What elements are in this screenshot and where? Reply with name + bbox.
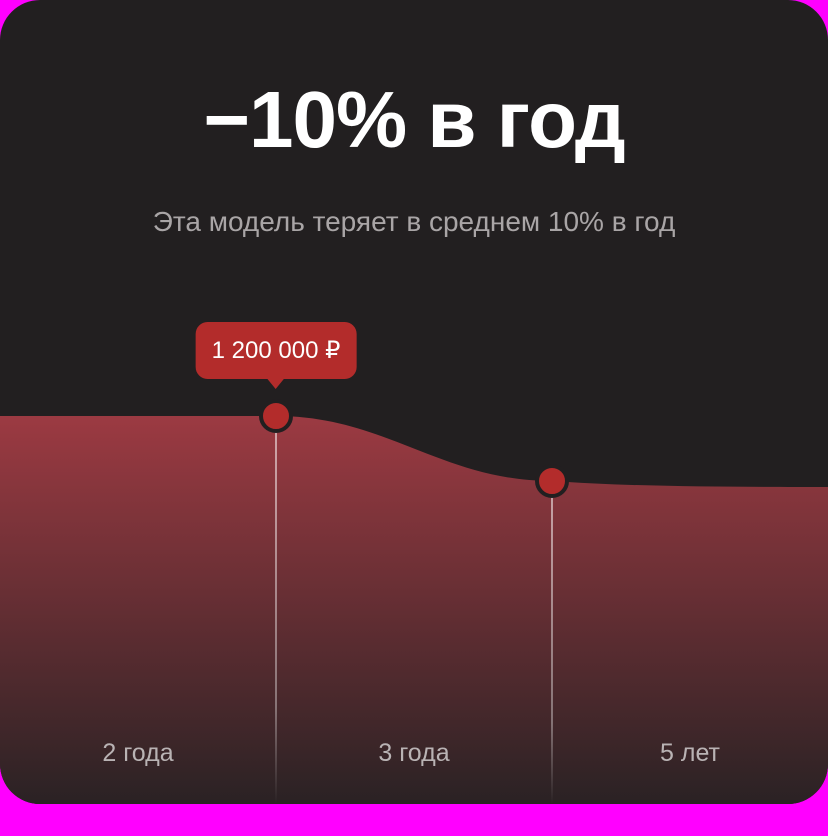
- guide-line: [275, 416, 277, 804]
- data-point-2[interactable]: [535, 464, 569, 498]
- depreciation-chart: [0, 399, 828, 804]
- depreciation-card: −10% в год Эта модель теряет в среднем 1…: [0, 0, 828, 804]
- value-tooltip: 1 200 000 ₽: [195, 322, 357, 389]
- value-area: [0, 416, 828, 804]
- x-tick-label: 3 года: [378, 739, 450, 767]
- data-point-1[interactable]: [259, 399, 293, 433]
- x-tick-label: 2 года: [102, 739, 174, 767]
- guide-line: [551, 481, 553, 804]
- x-tick-label: 5 лет: [660, 739, 720, 767]
- subtitle: Эта модель теряет в среднем 10% в год: [152, 206, 676, 237]
- page-title: −10% в год: [203, 75, 625, 164]
